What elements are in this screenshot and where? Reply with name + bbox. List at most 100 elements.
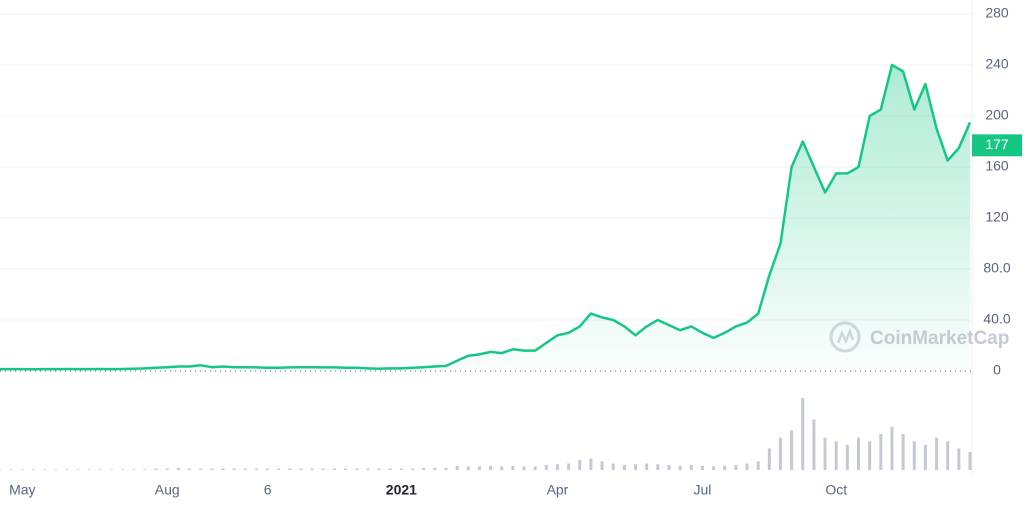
volume-bar — [700, 465, 704, 470]
volume-bar — [310, 468, 314, 470]
volume-bar — [121, 469, 125, 470]
volume-bar — [288, 468, 292, 470]
y-tick-label: 120 — [985, 209, 1009, 225]
y-tick-label: 40.0 — [983, 311, 1010, 327]
volume-bar — [254, 468, 258, 470]
volume-bar — [845, 444, 849, 470]
volume-bar — [857, 437, 861, 470]
volume-bar — [299, 468, 303, 470]
volume-bar — [823, 437, 827, 470]
volume-bar — [622, 464, 626, 470]
volume-bar — [221, 468, 225, 470]
volume-bar — [767, 448, 771, 470]
y-tick-label: 160 — [985, 158, 1009, 174]
volume-bar — [87, 469, 91, 470]
volume-bar — [9, 469, 13, 470]
volume-bar — [678, 465, 682, 470]
volume-bar — [778, 437, 782, 470]
volume-bar — [868, 441, 872, 470]
volume-bar — [154, 468, 158, 470]
price-area — [0, 65, 970, 371]
volume-bar — [734, 464, 738, 470]
volume-bar — [232, 468, 236, 470]
volume-bar — [188, 468, 192, 470]
price-tag-label: 177 — [985, 136, 1009, 152]
x-tick-label: Apr — [547, 482, 569, 498]
volume-bar — [143, 469, 147, 470]
price-tag — [972, 134, 1022, 157]
x-tick-label: 6 — [264, 482, 272, 498]
volume-bar — [422, 467, 426, 470]
volume-bar — [20, 469, 24, 470]
volume-bar — [511, 465, 515, 470]
x-tick-label: May — [9, 482, 35, 498]
volume-bar — [199, 468, 203, 470]
volume-bar — [377, 468, 381, 470]
volume-bar — [43, 469, 47, 470]
volume-bar — [790, 430, 794, 470]
volume-bar — [466, 466, 470, 470]
volume-bar — [533, 466, 537, 470]
volume-bar — [65, 469, 69, 470]
volume-bar — [712, 466, 716, 470]
volume-bar — [243, 468, 247, 470]
x-tick-label: Aug — [155, 482, 180, 498]
volume-bar — [500, 466, 504, 470]
volume-bar — [522, 466, 526, 470]
volume-bar — [132, 469, 136, 470]
volume-bar — [567, 463, 571, 470]
volume-bar — [355, 468, 359, 470]
volume-bar — [98, 469, 102, 470]
volume-bar — [667, 464, 671, 470]
watermark: CoinMarketCap — [870, 328, 1009, 349]
volume-bar — [600, 461, 604, 470]
volume-bar — [332, 468, 336, 470]
y-tick-label: 280 — [985, 5, 1009, 21]
volume-bar — [489, 465, 493, 470]
volume-bar — [555, 464, 559, 470]
volume-bar — [689, 464, 693, 470]
volume-bar — [455, 465, 459, 470]
volume-bar — [968, 452, 972, 470]
x-tick-label: 2021 — [386, 482, 417, 498]
price-line — [0, 63, 972, 371]
volume-bar — [411, 468, 415, 470]
volume-bar — [589, 458, 593, 470]
volume-bar — [756, 461, 760, 470]
volume-bar — [890, 426, 894, 470]
volume-bar — [723, 465, 727, 470]
volume-bar — [923, 444, 927, 470]
volume-bar — [912, 441, 916, 470]
volume-bar — [321, 468, 325, 470]
volume-bar — [109, 469, 113, 470]
volume-bar — [165, 468, 169, 470]
volume-bar — [801, 398, 805, 470]
volume-bar — [656, 464, 660, 470]
x-tick-label: Jul — [693, 482, 711, 498]
volume-bar — [834, 441, 838, 470]
watermark-logo — [829, 321, 861, 353]
x-tick-label: Oct — [825, 482, 847, 498]
volume-bar — [399, 468, 403, 470]
volume-bar — [745, 463, 749, 470]
volume-bar — [544, 464, 548, 470]
volume-bar — [578, 459, 582, 470]
volume-bar — [277, 468, 281, 470]
volume-bar — [31, 469, 35, 470]
volume-bar — [645, 463, 649, 470]
volume-bar — [444, 467, 448, 470]
volume-bar — [901, 434, 905, 470]
volume-bar — [266, 468, 270, 470]
volume-bar — [210, 468, 214, 470]
y-tick-label: 80.0 — [983, 260, 1010, 276]
volume-bar — [433, 467, 437, 470]
volume-bar — [879, 434, 883, 470]
volume-bar — [477, 466, 481, 470]
volume-bar — [176, 467, 180, 470]
volume-bar — [935, 437, 939, 470]
volume-bar — [634, 464, 638, 470]
volume-bar — [946, 441, 950, 470]
volume-bar — [366, 468, 370, 470]
volume-bar — [388, 468, 392, 470]
